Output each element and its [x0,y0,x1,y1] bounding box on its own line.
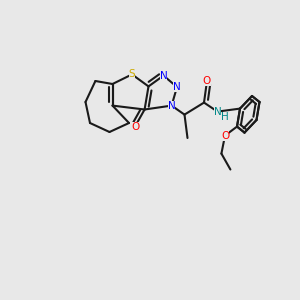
Text: S: S [129,69,135,80]
Text: N: N [168,100,176,111]
Text: O: O [203,76,211,86]
Text: N: N [214,106,221,117]
Text: O: O [131,122,139,132]
Text: O: O [221,130,229,141]
Text: H: H [221,112,229,122]
Text: N: N [160,70,167,81]
Text: N: N [173,82,181,92]
